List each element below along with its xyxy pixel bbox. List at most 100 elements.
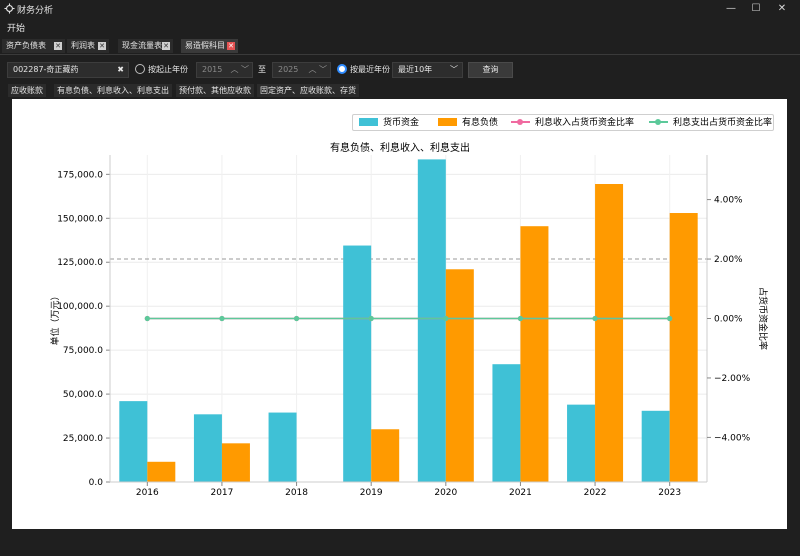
radio-year-range[interactable] — [135, 64, 145, 74]
recent-years-value: 最近10年 — [398, 65, 433, 74]
y-axis-label: 单位（万元） — [49, 291, 61, 345]
spinner-arrows-icon[interactable]: ︿ ﹀ — [308, 65, 327, 74]
query-button[interactable]: 查询 — [468, 62, 513, 78]
y-tick-label: 175,000.0 — [57, 170, 103, 180]
bar-cash — [343, 245, 372, 482]
y-tick-label: 0.0 — [89, 478, 104, 488]
bar-cash — [268, 412, 297, 482]
window-title: 财务分析 — [17, 6, 54, 16]
close-button[interactable]: ✕ — [777, 3, 787, 14]
close-icon[interactable]: ✕ — [162, 42, 170, 50]
end-year-spinner[interactable]: 2025 ︿ ﹀ — [272, 62, 331, 78]
status-bar — [0, 540, 800, 556]
y-tick-label: 125,000.0 — [57, 258, 103, 268]
tab-label: 资产负债表 — [6, 41, 46, 50]
legend-label: 利息收入占货币资金比率 — [535, 118, 635, 128]
tab-label: 利润表 — [71, 41, 95, 50]
line-point — [219, 315, 225, 322]
legend-swatch — [359, 118, 378, 126]
stock-input[interactable]: 002287-奇正藏药 ✖ — [7, 62, 129, 78]
bar-cash — [193, 414, 222, 482]
bar-debt — [520, 226, 549, 482]
sub-tabs: 应收账款 有息负债、利息收入、利息支出 预付款、其他应收款 固定资产、应收账款、… — [0, 84, 800, 98]
y2-axis-label: 占货币资金比率 — [757, 287, 769, 350]
tab-balance-sheet[interactable]: 资产负债表 ✕ — [2, 39, 65, 53]
start-year-value: 2015 — [202, 65, 223, 74]
bar-debt — [595, 184, 624, 483]
bar-cash — [492, 364, 521, 482]
tab-label: 易造假科目 — [185, 41, 225, 50]
tab-label: 现金流量表 — [122, 41, 162, 50]
y2-tick-label: 0.00% — [714, 315, 743, 325]
y2-tick-label: 4.00% — [714, 196, 743, 206]
bar-cash — [417, 159, 446, 483]
chart-legend: 货币资金 有息负债 利息收入占货币资金比率 利息支出占货币资金比率 — [352, 114, 774, 131]
legend-item-debt: 有息负债 — [438, 117, 498, 129]
bar-cash — [119, 401, 148, 482]
chart-title: 有息负债、利息收入、利息支出 — [330, 143, 470, 154]
line-point — [144, 315, 150, 322]
radio-recent-years[interactable] — [337, 64, 347, 74]
recent-years-select[interactable]: 最近10年 ﹀ — [392, 62, 463, 78]
tab-fraud-prone-items[interactable]: 易造假科目 ✕ — [181, 39, 238, 53]
bar-debt — [445, 269, 474, 482]
close-icon[interactable]: ✕ — [227, 42, 235, 50]
legend-label: 货币资金 — [383, 118, 420, 128]
subtab-fixed-assets[interactable]: 固定资产、应收账款、存货 — [257, 84, 359, 97]
tab-cash-flow[interactable]: 现金流量表 ✕ — [118, 39, 173, 53]
line-point — [368, 315, 374, 322]
subtab-prepayments[interactable]: 预付款、其他应收款 — [176, 84, 254, 97]
year-range-label: 按起止年份 — [148, 65, 188, 74]
x-tick-label: 2023 — [658, 488, 681, 498]
legend-item-cash: 货币资金 — [359, 117, 419, 129]
minimize-button[interactable]: — — [726, 3, 736, 14]
y-tick-label: 50,000.0 — [63, 390, 103, 400]
y2-tick-label: −4.00% — [714, 433, 751, 443]
bar-debt — [221, 443, 250, 482]
maximize-button[interactable]: ☐ — [751, 3, 761, 14]
end-year-value: 2025 — [278, 65, 299, 74]
chevron-down-icon: ﹀ — [450, 65, 458, 74]
bar-debt — [669, 213, 698, 483]
subtab-interest-debt[interactable]: 有息负债、利息收入、利息支出 — [54, 84, 172, 97]
legend-label: 利息支出占货币资金比率 — [673, 118, 773, 128]
legend-item-expense-ratio: 利息支出占货币资金比率 — [649, 117, 772, 129]
report-tabs: 资产负债表 ✕ 利润表 ✕ 现金流量表 ✕ 易造假科目 ✕ — [0, 38, 800, 55]
y2-tick-label: 2.00% — [714, 255, 743, 265]
x-tick-label: 2021 — [509, 488, 532, 498]
bar-cash — [567, 404, 596, 482]
legend-swatch — [438, 118, 457, 126]
tab-income-statement[interactable]: 利润表 ✕ — [67, 39, 109, 53]
legend-swatch — [649, 118, 668, 126]
to-label: 至 — [258, 65, 266, 74]
x-tick-label: 2022 — [584, 488, 607, 498]
spinner-arrows-icon[interactable]: ︿ ﹀ — [230, 65, 249, 74]
line-point — [592, 315, 598, 322]
y-tick-label: 100,000.0 — [57, 302, 103, 312]
y-tick-label: 150,000.0 — [57, 214, 103, 224]
close-icon[interactable]: ✕ — [98, 42, 106, 50]
bar-cash — [641, 410, 670, 482]
line-point — [443, 315, 449, 322]
clear-icon[interactable]: ✖ — [117, 65, 124, 74]
start-year-spinner[interactable]: 2015 ︿ ﹀ — [196, 62, 253, 78]
line-point — [667, 315, 673, 322]
y-tick-label: 25,000.0 — [63, 434, 103, 444]
subtab-receivables[interactable]: 应收账款 — [8, 84, 46, 97]
recent-years-label: 按最近年份 — [350, 65, 390, 74]
line-point — [293, 315, 300, 322]
x-tick-label: 2018 — [285, 488, 308, 498]
close-icon[interactable]: ✕ — [54, 42, 62, 50]
bar-debt — [371, 429, 400, 482]
legend-swatch — [511, 118, 530, 126]
gear-icon — [4, 3, 15, 14]
y2-tick-label: −2.00% — [714, 374, 751, 384]
x-tick-label: 2020 — [434, 488, 457, 498]
x-tick-label: 2019 — [360, 488, 383, 498]
line-point — [517, 315, 524, 322]
menu-start[interactable]: 开始 — [7, 24, 26, 34]
y-tick-label: 75,000.0 — [63, 346, 103, 356]
bar-debt — [147, 461, 176, 482]
menu-bar: 开始 — [0, 18, 800, 35]
